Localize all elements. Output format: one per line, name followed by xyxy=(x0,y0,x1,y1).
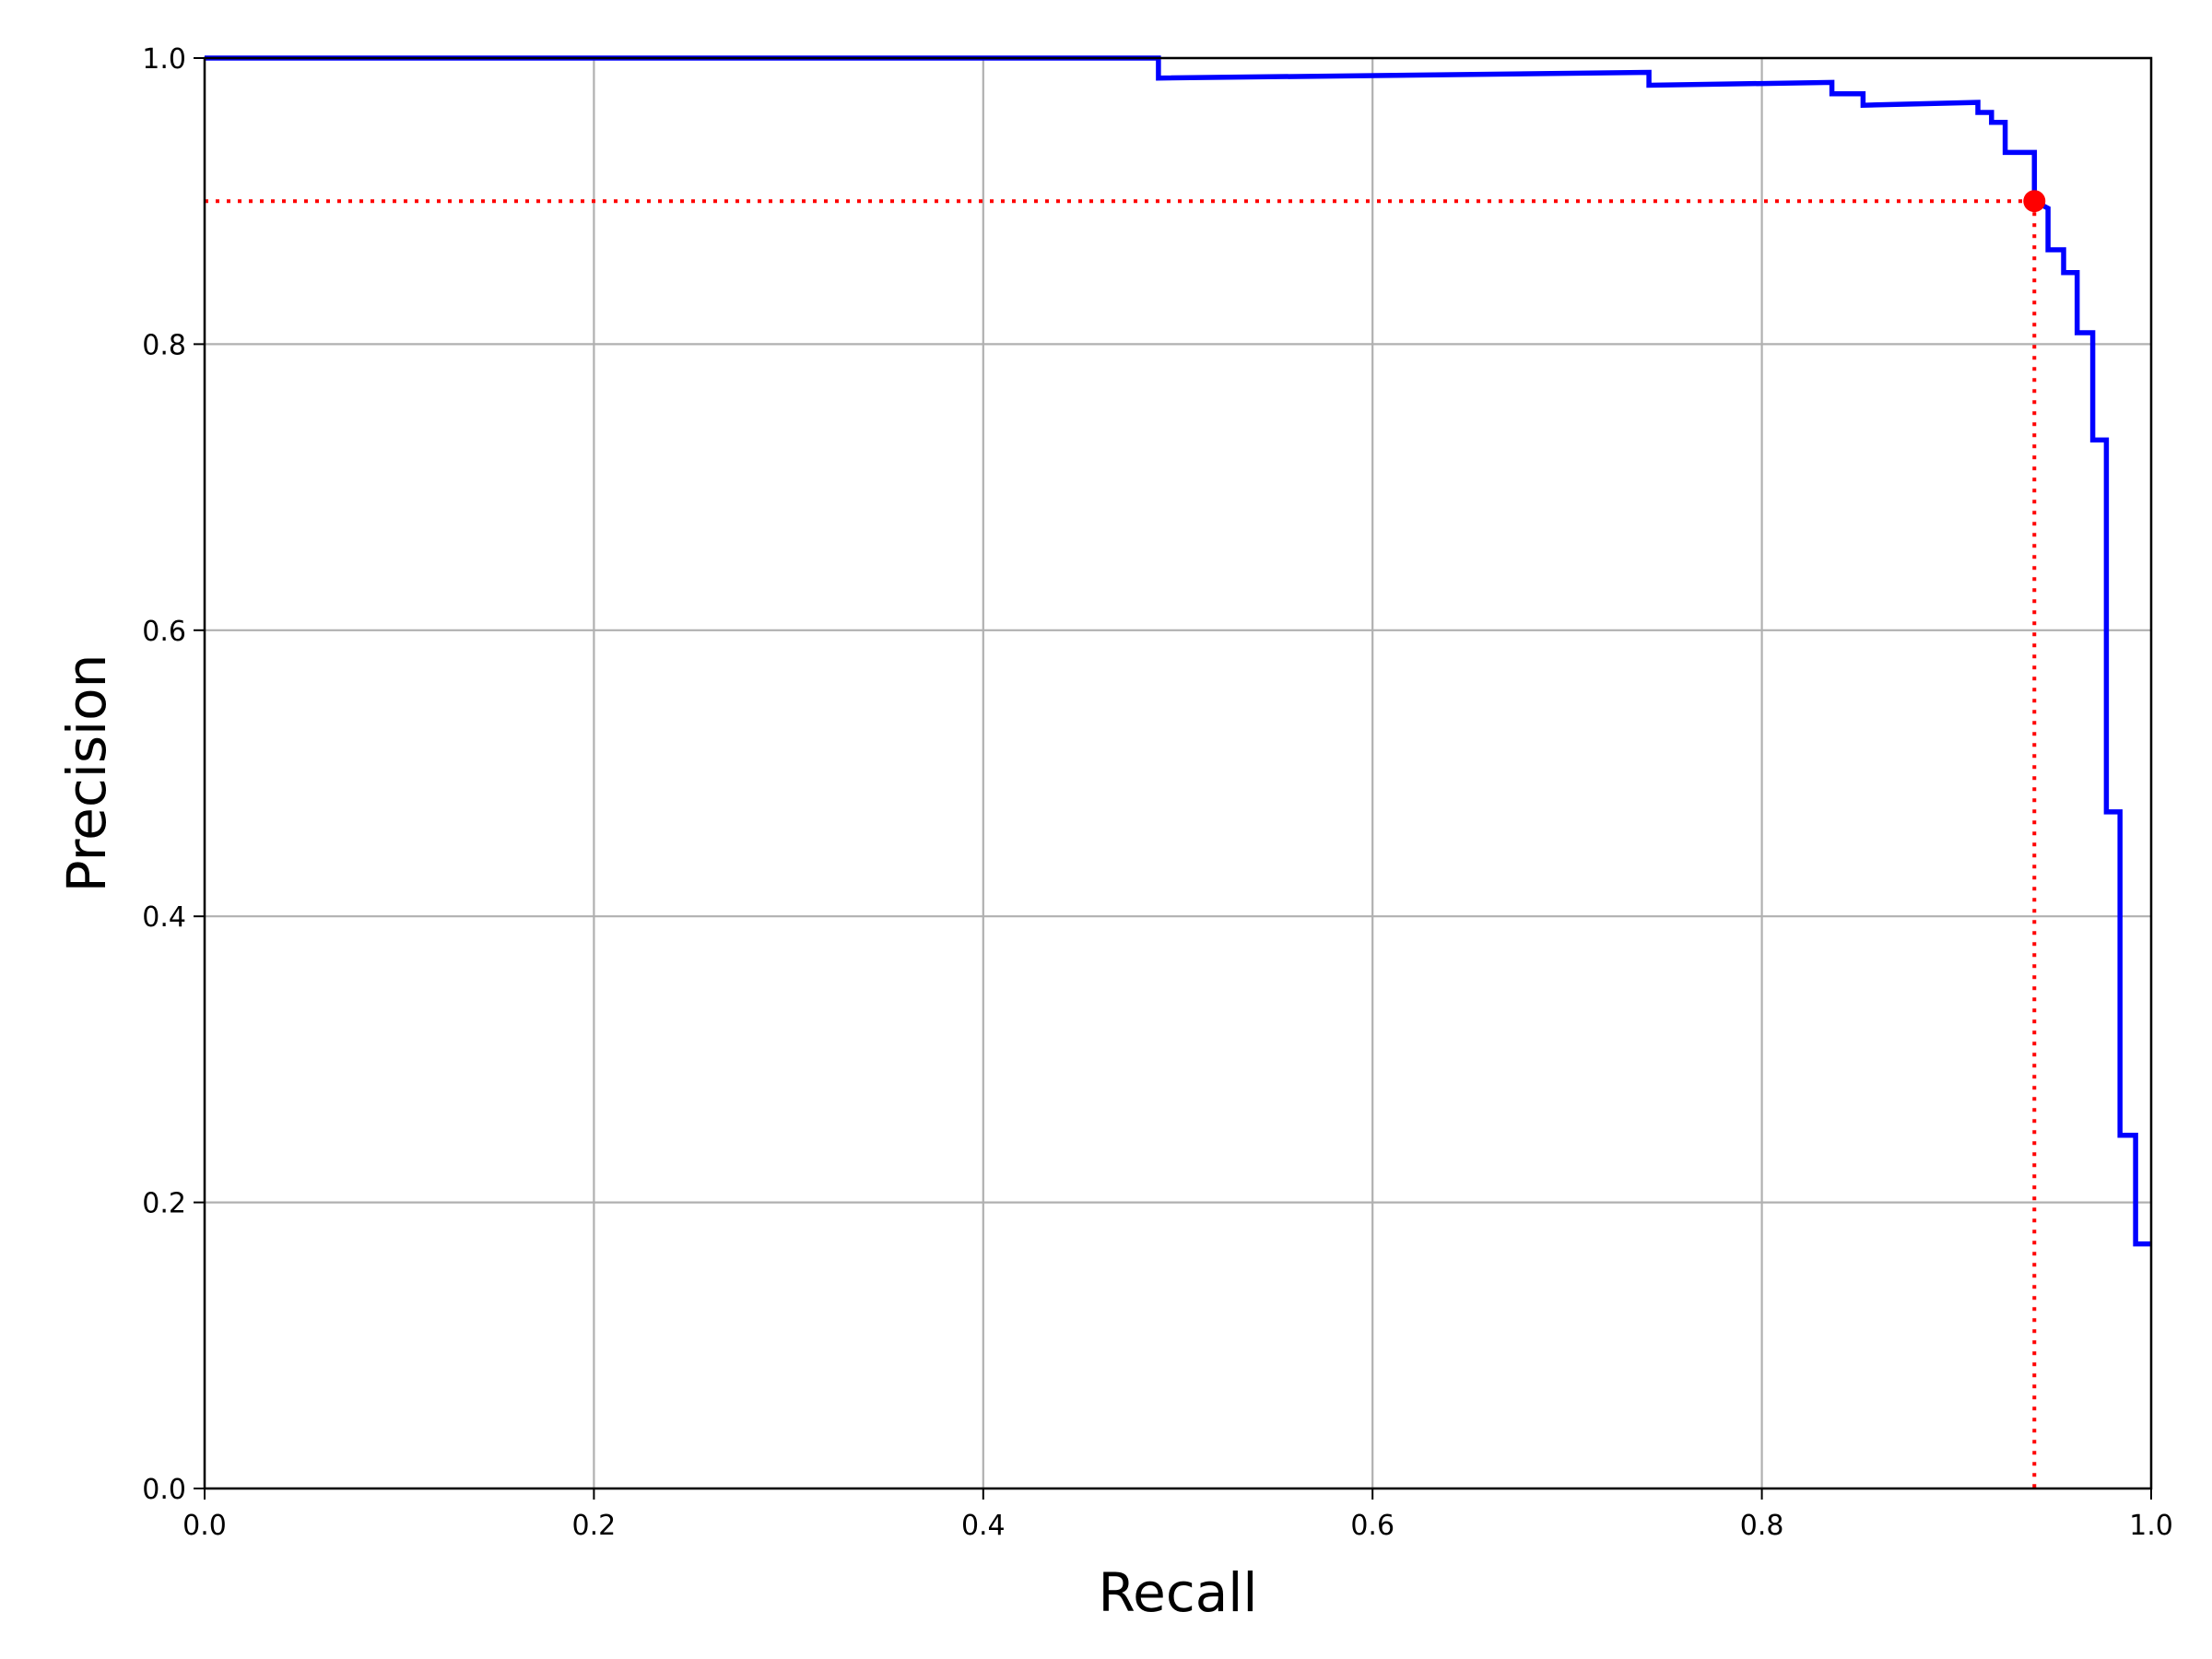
x-tick-label: 1.0 xyxy=(2129,1510,2173,1542)
y-tick-label: 0.8 xyxy=(142,329,186,361)
plot-border xyxy=(203,56,2153,1490)
series-layer xyxy=(205,55,2151,1247)
y-tick-label: 0.2 xyxy=(142,1188,186,1220)
x-tick-label: 0.8 xyxy=(1740,1510,1784,1542)
threshold-guides xyxy=(205,199,2037,1488)
threshold-point xyxy=(2023,190,2046,213)
x-tick-label: 0.0 xyxy=(182,1510,227,1542)
x-tick-label: 0.2 xyxy=(572,1510,617,1542)
x-axis-label: Recall xyxy=(1098,1561,1257,1624)
y-tick-label: 0.4 xyxy=(142,901,186,934)
axes-frame xyxy=(203,56,2153,1490)
y-tick-label: 0.6 xyxy=(142,616,186,648)
y-axis-label: Precision xyxy=(55,654,118,893)
x-tick-label: 0.4 xyxy=(961,1510,1006,1542)
precision-recall-curve xyxy=(205,55,2151,1247)
axis-ticks: 0.0 0.2 0.4 0.6 0.8 1.0 0.0 0.2 0.4 0.6 0.8 1.0 xyxy=(142,43,2173,1542)
x-tick-label: 0.6 xyxy=(1350,1510,1394,1542)
y-tick-label: 0.0 xyxy=(142,1474,186,1506)
y-tick-label: 1.0 xyxy=(142,43,186,76)
